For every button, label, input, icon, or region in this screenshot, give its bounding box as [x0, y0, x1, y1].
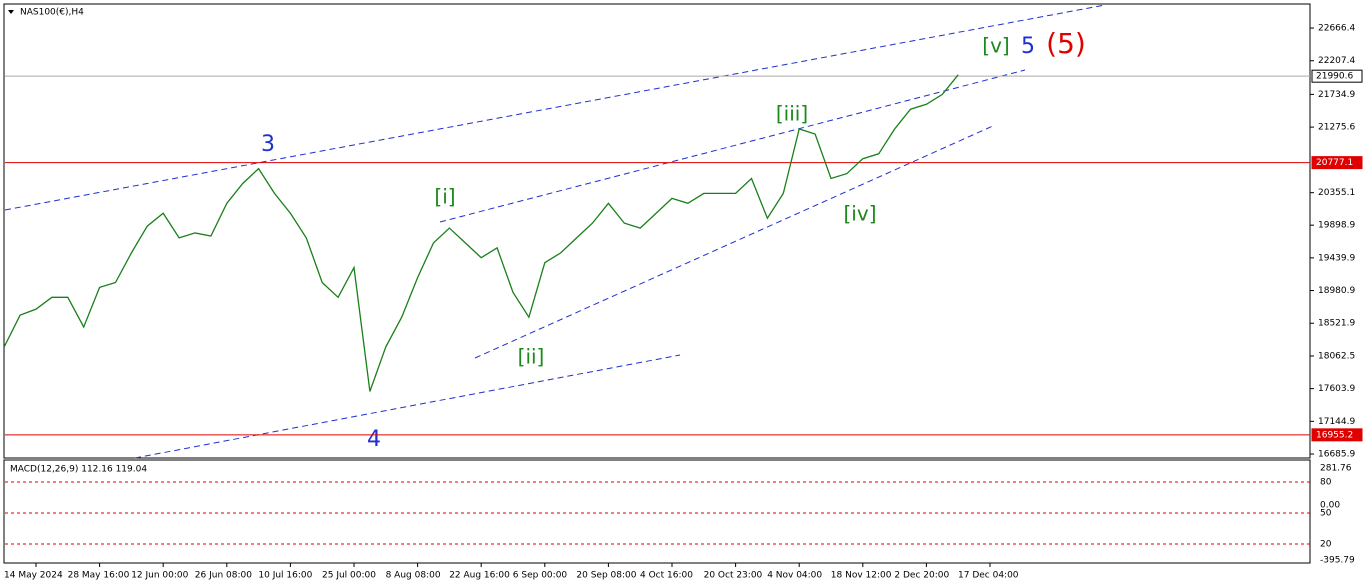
macd-panel	[3, 459, 1311, 564]
macd-axis-label: 0.00	[1320, 501, 1340, 511]
y-tick-label: 21275.6	[1318, 123, 1355, 133]
wave-label: 5	[1021, 34, 1035, 59]
y-tick-label: 18521.9	[1318, 319, 1355, 329]
macd-title: MACD(12,26,9) 112.16 119.04	[10, 465, 147, 475]
y-tick-label: 18980.9	[1318, 286, 1355, 296]
x-tick-label: 28 May 16:00	[68, 571, 130, 581]
x-tick-label: 17 Dec 04:00	[958, 571, 1019, 581]
y-tick-label: 20355.1	[1318, 188, 1355, 198]
price-level-box	[1311, 156, 1363, 170]
price-level-label: 21990.6	[1316, 72, 1353, 82]
y-tick-label: 22207.4	[1318, 56, 1355, 66]
macd-axis-label: 80	[1320, 478, 1332, 488]
macd-levels	[5, 481, 1310, 545]
x-tick-label: 2 Dec 20:00	[894, 571, 949, 581]
trend-line	[4, 4, 1106, 211]
x-tick-label: 4 Oct 16:00	[640, 571, 693, 581]
trend-line	[439, 69, 1026, 223]
x-tick-label: 25 Jul 00:00	[322, 571, 376, 581]
y-tick-label: 19439.9	[1318, 253, 1355, 263]
price-panel	[3, 3, 1311, 459]
y-tick-label: 17144.9	[1318, 417, 1355, 427]
menu-arrow	[8, 10, 14, 14]
x-tick-label: 12 Jun 00:00	[131, 571, 188, 581]
wave-label: [iii]	[776, 102, 808, 126]
x-tick-label: 8 Aug 08:00	[386, 571, 441, 581]
price-level-box	[1311, 69, 1363, 83]
trend-line	[474, 124, 996, 359]
x-tick-label: 20 Sep 08:00	[576, 571, 636, 581]
x-tick-label: 14 May 2024	[4, 571, 63, 581]
macd-axis-label: 50	[1320, 509, 1332, 519]
wave-label: 4	[367, 427, 381, 452]
macd-axis-label: 20	[1320, 540, 1332, 550]
x-tick-label: 20 Oct 23:00	[704, 571, 763, 581]
x-tick-label: 6 Sep 00:00	[513, 571, 568, 581]
price-line	[3, 74, 959, 392]
wave-label: [iv]	[844, 202, 877, 226]
wave-label: [ii]	[518, 345, 545, 369]
y-tick-label: 18062.5	[1318, 351, 1355, 361]
x-tick-label: 4 Nov 04:00	[767, 571, 822, 581]
wave-label: [v]	[982, 34, 1009, 58]
trend-line	[134, 354, 681, 459]
y-tick-label: 16685.9	[1318, 450, 1355, 460]
x-tick-label: 26 Jun 08:00	[195, 571, 252, 581]
price-level-label: 16955.2	[1316, 430, 1353, 440]
x-tick-label: 18 Nov 12:00	[831, 571, 892, 581]
y-tick-label: 17603.9	[1318, 384, 1355, 394]
price-level-label: 20777.1	[1316, 158, 1353, 168]
wave-label: (5)	[1046, 27, 1086, 60]
price-level-box	[1311, 428, 1363, 442]
y-tick-label: 22666.4	[1318, 24, 1355, 34]
x-tick-label: 10 Jul 16:00	[258, 571, 312, 581]
chart-title: NAS100(€),H4	[20, 8, 84, 18]
wave-label: [i]	[434, 185, 455, 209]
macd-axis-label: 281.76	[1320, 464, 1352, 474]
x-tick-label: 22 Aug 16:00	[449, 571, 510, 581]
trend-lines	[4, 4, 1106, 459]
macd-axis-label: -395.79	[1320, 556, 1355, 566]
wave-label: 3	[261, 132, 275, 157]
y-tick-label: 21734.9	[1318, 90, 1355, 100]
y-tick-label: 19898.9	[1318, 221, 1355, 231]
